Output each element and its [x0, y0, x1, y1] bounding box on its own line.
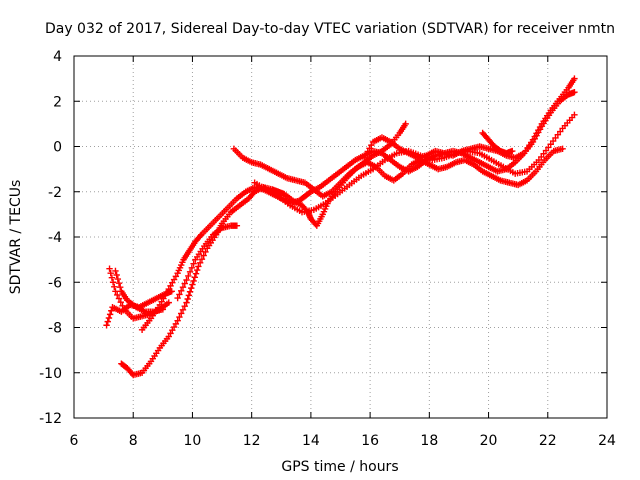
data-point	[103, 322, 110, 329]
y-tick-label: -10	[39, 366, 62, 382]
data-point	[190, 260, 197, 267]
data-point	[108, 274, 116, 281]
grid-layer	[74, 56, 607, 418]
data-point	[174, 294, 181, 302]
data-point	[115, 295, 123, 302]
data-point	[112, 288, 119, 295]
data-point	[195, 263, 202, 270]
series-track-10	[479, 129, 516, 157]
data-point	[179, 306, 187, 314]
data-point	[198, 255, 206, 263]
data-point	[106, 265, 113, 272]
data-point	[571, 75, 578, 82]
y-tick-label: 0	[53, 140, 62, 156]
data-point	[176, 291, 183, 298]
data-point	[112, 267, 119, 275]
x-tick-label: 16	[361, 433, 379, 449]
y-tick-label: 4	[53, 49, 62, 65]
y-tick-label: -12	[39, 411, 62, 427]
data-point	[196, 232, 204, 240]
data-point	[104, 318, 111, 325]
y-tick-label: -6	[48, 275, 62, 291]
data-point	[116, 284, 124, 291]
y-tick-label: -8	[48, 321, 62, 337]
data-point	[111, 283, 118, 290]
series-track-4	[118, 120, 409, 379]
data-point	[117, 298, 124, 306]
x-axis-label: GPS time / hours	[281, 459, 398, 475]
data-point	[174, 317, 181, 324]
x-tick-label: 8	[129, 433, 138, 449]
data-point	[186, 268, 194, 276]
x-tick-label: 10	[184, 433, 202, 449]
series-track-5	[138, 75, 578, 333]
data-point	[196, 259, 204, 266]
data-point	[188, 264, 196, 271]
data-point	[183, 299, 190, 306]
x-tick-label: 24	[598, 433, 616, 449]
x-tick-label: 14	[302, 433, 320, 449]
data-point	[159, 306, 167, 313]
series-track-7	[230, 145, 566, 200]
x-tick-label: 18	[420, 433, 438, 449]
data-point	[185, 272, 192, 280]
y-axis-label: SDTVAR / TECUs	[8, 180, 24, 295]
data-point	[233, 222, 241, 229]
y-tick-label: 2	[53, 94, 62, 110]
data-point	[113, 271, 120, 279]
data-point	[105, 314, 113, 322]
data-point	[191, 274, 199, 281]
data-point	[119, 302, 126, 309]
y-tick-label: -2	[48, 185, 62, 201]
x-tick-label: 22	[539, 433, 557, 449]
x-tick-label: 6	[70, 433, 79, 449]
data-point	[183, 276, 190, 284]
series-track-9	[360, 89, 578, 162]
data-point	[189, 281, 196, 288]
x-tick-label: 12	[243, 433, 261, 449]
x-tick-label: 20	[480, 433, 498, 449]
plot-frame	[73, 55, 608, 419]
data-layer	[103, 75, 578, 379]
data-point	[109, 279, 117, 286]
data-point	[186, 288, 194, 295]
data-point	[181, 280, 188, 287]
data-point	[193, 266, 201, 274]
data-point	[176, 313, 183, 321]
data-point	[188, 284, 195, 292]
data-point	[571, 89, 578, 96]
chart-title: Day 032 of 2017, Sidereal Day-to-day VTE…	[45, 21, 615, 37]
data-point	[200, 252, 207, 259]
data-point	[165, 299, 172, 306]
data-point	[192, 270, 200, 277]
data-point	[114, 291, 121, 299]
data-point	[115, 279, 123, 287]
data-point	[106, 311, 114, 318]
data-point	[177, 287, 185, 295]
series-track-6	[174, 222, 241, 302]
data-point	[185, 292, 193, 299]
data-point	[179, 284, 187, 291]
data-point	[190, 277, 197, 285]
data-point	[402, 120, 409, 128]
data-point	[509, 147, 516, 155]
data-point	[559, 145, 566, 152]
data-point	[181, 303, 188, 310]
y-tick-label: -4	[48, 230, 62, 246]
data-point	[114, 275, 122, 283]
data-point	[571, 111, 578, 119]
data-point	[177, 310, 185, 317]
data-point	[107, 270, 114, 277]
data-point	[184, 295, 191, 303]
